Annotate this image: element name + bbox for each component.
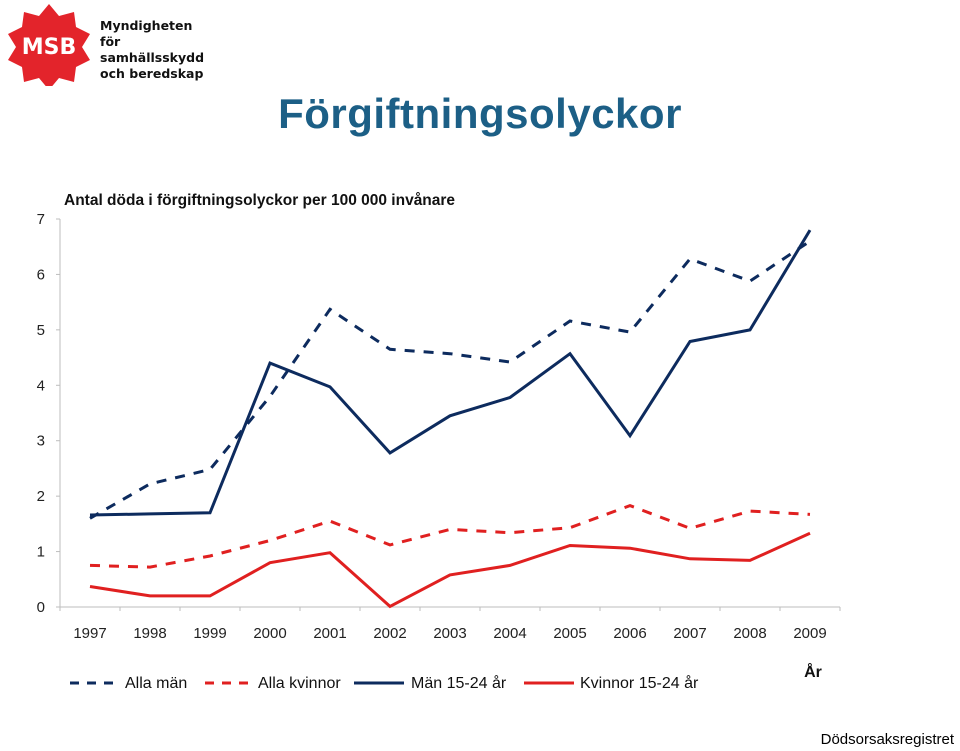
- series-line-4: [89, 531, 811, 609]
- legend-label-4: Kvinnor 15-24 år: [580, 674, 699, 692]
- y-tick-label: 7: [37, 211, 45, 228]
- y-tick-label: 0: [37, 599, 45, 616]
- x-tick-label: 2004: [493, 625, 526, 642]
- series-line-1: [89, 239, 811, 520]
- x-tick-label: 2000: [253, 625, 286, 642]
- y-tick-label: 1: [37, 544, 45, 561]
- legend-label-2: Alla kvinnor: [258, 675, 341, 692]
- y-tick-label: 3: [37, 433, 45, 450]
- page-title: Förgiftningsolyckor: [278, 90, 682, 137]
- source-note: Dödsorsaksregistret: [820, 731, 954, 748]
- x-tick-label: 2005: [553, 625, 586, 642]
- legend-label-1: Alla män: [125, 675, 187, 692]
- org-line-2: samhällsskydd: [100, 50, 205, 65]
- y-tick-label: 2: [37, 488, 45, 505]
- x-tick-label: 1999: [193, 625, 226, 642]
- org-line-3: och beredskap: [100, 66, 204, 81]
- msb-logo-mark: MSB: [8, 4, 90, 86]
- organization-name: Myndigheten för samhällsskydd och bereds…: [100, 18, 204, 82]
- y-tick-label: 6: [37, 266, 45, 283]
- series-line-3: [89, 229, 812, 517]
- y-tick-label: 4: [37, 377, 45, 394]
- series-line-2: [89, 503, 811, 569]
- y-tick-label: 5: [37, 322, 45, 339]
- x-tick-label: 2001: [313, 625, 346, 642]
- org-line-1: Myndigheten för: [100, 18, 193, 49]
- logo-star-shape: [8, 4, 90, 86]
- x-tick-label: 2007: [673, 625, 706, 642]
- x-tick-label: 1998: [133, 625, 166, 642]
- x-tick-label: 2003: [433, 625, 466, 642]
- x-tick-label: 2002: [373, 625, 406, 642]
- x-tick-label: 2008: [733, 625, 766, 642]
- x-tick-label: 2006: [613, 625, 646, 642]
- legend-label-3: Män 15-24 år: [411, 674, 507, 692]
- logo-mark-text: MSB: [22, 35, 77, 60]
- x-tick-label: 1997: [73, 625, 106, 642]
- x-axis-label: År: [804, 662, 822, 681]
- chart-title: Antal döda i förgiftningsolyckor per 100…: [64, 192, 456, 209]
- x-tick-label: 2009: [793, 625, 826, 642]
- msb-logo: MSB Myndigheten för samhällsskydd och be…: [4, 2, 204, 86]
